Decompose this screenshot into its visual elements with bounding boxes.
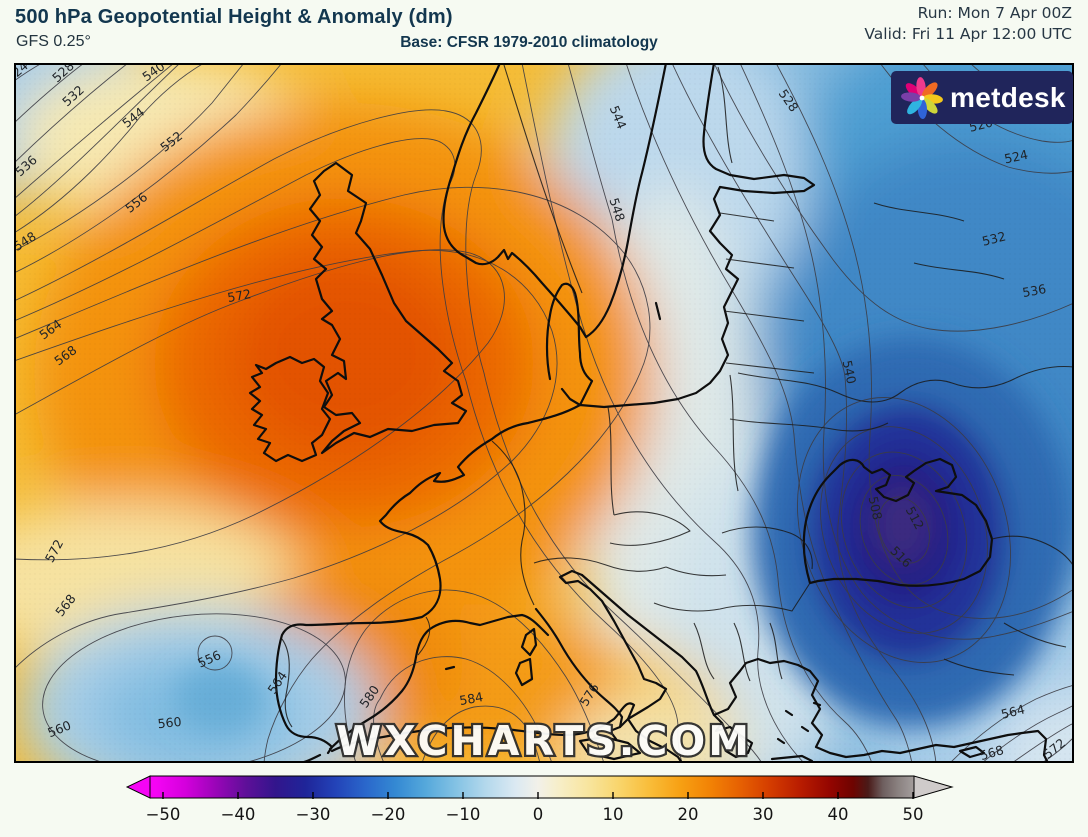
colorbar-tick-label: 20	[678, 805, 699, 824]
metdesk-logo-text: metdesk	[950, 81, 1066, 113]
colorbar-gradient	[149, 775, 915, 799]
valid-label: Valid: Fri 11 Apr 12:00 UTC	[864, 25, 1072, 43]
run-label: Run: Mon 7 Apr 00Z	[917, 4, 1072, 22]
run-valid-block: Run: Mon 7 Apr 00Z Valid: Fri 11 Apr 12:…	[864, 3, 1072, 45]
metdesk-logo: metdesk	[891, 71, 1073, 124]
colorbar-left-arrow	[125, 775, 151, 799]
page-title: 500 hPa Geopotential Height & Anomaly (d…	[15, 6, 453, 28]
contour-label: 532	[981, 228, 1008, 248]
contour-label: 584	[458, 689, 484, 708]
colorbar-tick-label: −40	[221, 805, 256, 824]
black-sea-low-closed-contours	[797, 397, 1011, 663]
country-borders	[281, 64, 1074, 728]
contour-label: 568	[978, 742, 1005, 763]
model-label: GFS 0.25°	[16, 33, 91, 50]
colorbar-tick-label: −10	[446, 805, 481, 824]
colorbar-right-arrow	[913, 775, 954, 799]
colorbar-tick-label: 50	[903, 805, 924, 824]
colorbar-tick-label: 0	[533, 805, 544, 824]
colorbar-tick-label: 10	[603, 805, 624, 824]
coastlines	[248, 63, 1050, 763]
colorbar-tick-label: −50	[146, 805, 181, 824]
atlantic-low-closed-contours	[42, 613, 346, 763]
contour-label: 540	[840, 359, 860, 386]
contour-label: 548	[606, 196, 628, 223]
anomaly-map-canvas: 524 5285325365405445485525565645685725725…	[14, 63, 1074, 763]
contour-label: 524	[1003, 147, 1030, 167]
climatology-base-label: Base: CFSR 1979-2010 climatology	[400, 34, 658, 51]
contour-label: 564	[1000, 701, 1027, 721]
contour-label: 560	[157, 714, 182, 731]
wxcharts-watermark: WXCHARTS.COM	[336, 717, 752, 763]
colorbar-tick-label: −30	[296, 805, 331, 824]
metdesk-flower-icon	[901, 76, 943, 119]
colorbar-tick-label: −20	[371, 805, 406, 824]
anomaly-colorbar: −50 −40 −30 −20 −10 0 10 20 30 40 50	[0, 763, 1088, 833]
anomaly-field	[14, 63, 1074, 763]
contour-label: 508	[866, 495, 886, 522]
colorbar-tick-label: 40	[828, 805, 849, 824]
contour-label: 572	[226, 286, 252, 305]
colorbar-tick-label: 30	[753, 805, 774, 824]
contour-label: 536	[1021, 281, 1047, 300]
weather-map: 524 528 532 536 540 544 548 552 556 564 568 572 572 5…	[14, 63, 1074, 763]
map-frame	[14, 63, 1074, 763]
